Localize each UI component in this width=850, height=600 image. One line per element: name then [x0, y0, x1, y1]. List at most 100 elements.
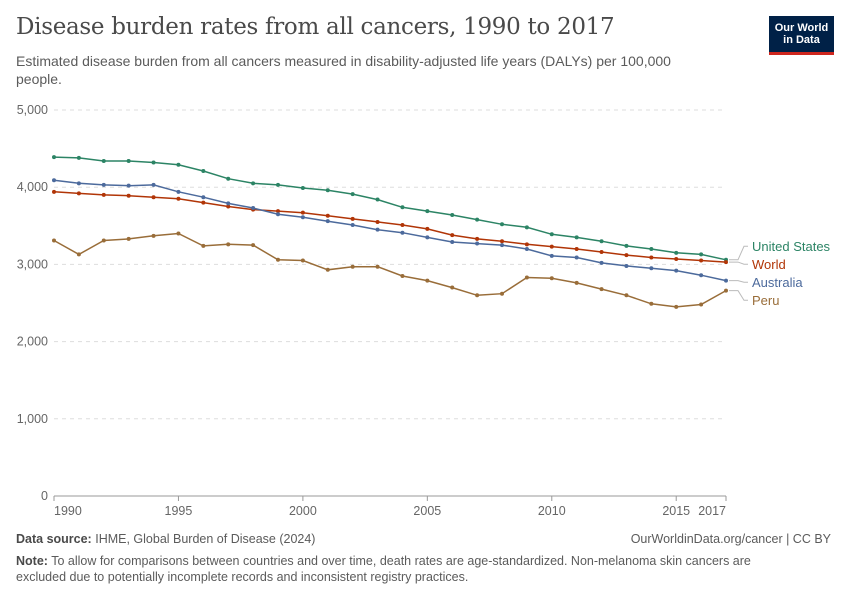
data-source-label: Data source: [16, 532, 92, 546]
data-point [624, 253, 629, 258]
data-point [350, 223, 355, 228]
data-point [699, 273, 704, 278]
series-world [52, 189, 728, 265]
legend-label: Peru [752, 293, 779, 308]
y-tick-label: 3,000 [17, 257, 48, 271]
data-point [76, 155, 81, 160]
x-tick-label: 2005 [413, 504, 441, 518]
data-point [400, 205, 405, 210]
series-line [53, 191, 727, 263]
data-point [674, 268, 679, 273]
legend-label: United States [752, 239, 831, 254]
data-point [76, 181, 81, 186]
data-point [276, 182, 280, 187]
data-point [101, 238, 106, 243]
y-tick-label: 0 [41, 489, 48, 503]
data-point [400, 230, 405, 235]
data-point [300, 215, 305, 220]
note-label: Note: [16, 554, 48, 568]
data-point [176, 189, 181, 194]
data-point [450, 212, 455, 217]
data-point [649, 246, 654, 251]
data-point [624, 263, 629, 268]
data-point [549, 253, 554, 258]
data-point [574, 280, 579, 285]
data-point [475, 217, 480, 222]
data-point [325, 213, 330, 218]
data-point [201, 243, 206, 248]
data-point [524, 275, 529, 280]
data-point [76, 191, 81, 196]
legend-label: World [752, 257, 786, 272]
data-point [52, 155, 56, 160]
data-point [52, 178, 56, 183]
data-point [450, 285, 455, 290]
data-point [599, 239, 604, 244]
x-tick-label: 2015 [662, 504, 690, 518]
data-point [52, 238, 56, 243]
data-point [251, 206, 256, 211]
chart-title: Disease burden rates from all cancers, 1… [16, 14, 615, 40]
data-point [126, 158, 131, 163]
data-point [276, 257, 280, 262]
data-point [52, 189, 56, 194]
data-point [674, 256, 679, 261]
data-point [176, 196, 181, 201]
y-tick-label: 4,000 [17, 180, 48, 194]
data-source: Data source: IHME, Global Burden of Dise… [16, 532, 315, 546]
credit-link[interactable]: OurWorldinData.org/cancer | CC BY [630, 532, 831, 546]
note-text: To allow for comparisons between countri… [16, 554, 751, 584]
data-point [549, 232, 554, 237]
data-point [300, 258, 305, 263]
chart-subtitle: Estimated disease burden from all cancer… [16, 53, 671, 87]
data-point [475, 293, 480, 298]
data-point [325, 219, 330, 224]
data-point [350, 264, 355, 269]
x-tick-label: 2010 [538, 504, 566, 518]
data-point [375, 219, 380, 224]
data-point [649, 301, 654, 306]
data-point [674, 304, 679, 309]
data-source-text[interactable]: IHME, Global Burden of Disease (2024) [95, 532, 316, 546]
data-point [325, 188, 330, 193]
data-point [350, 192, 355, 197]
series-australia [52, 178, 728, 283]
chart-note: Note: To allow for comparisons between c… [16, 553, 786, 585]
data-point [574, 255, 579, 260]
data-point [549, 276, 554, 281]
legend-label: Australia [752, 275, 803, 290]
data-point [375, 197, 380, 202]
y-tick-label: 5,000 [17, 103, 48, 117]
data-point [599, 260, 604, 265]
data-point [276, 212, 280, 217]
data-point [699, 252, 704, 257]
y-tick-label: 2,000 [17, 335, 48, 349]
data-point [549, 244, 554, 249]
series-peru [52, 231, 728, 309]
data-point [574, 246, 579, 251]
data-point [674, 250, 679, 255]
data-point [524, 246, 529, 251]
series-line [53, 232, 727, 308]
data-point [699, 258, 704, 263]
data-point [101, 182, 106, 187]
owid-logo[interactable]: Our World in Data [769, 16, 834, 55]
data-point [475, 241, 480, 246]
data-point [151, 233, 156, 238]
data-point [76, 252, 81, 257]
data-point [151, 182, 156, 187]
data-point [201, 195, 206, 200]
data-point [699, 302, 704, 307]
data-point [624, 243, 629, 248]
data-point [475, 236, 480, 241]
data-point [325, 267, 330, 272]
data-point [176, 162, 181, 167]
data-point [500, 291, 504, 296]
data-point [724, 288, 728, 293]
data-point [350, 216, 355, 221]
data-point [574, 235, 579, 240]
data-point [400, 223, 405, 228]
x-tick-label: 2017 [698, 504, 726, 518]
data-point [649, 255, 654, 260]
